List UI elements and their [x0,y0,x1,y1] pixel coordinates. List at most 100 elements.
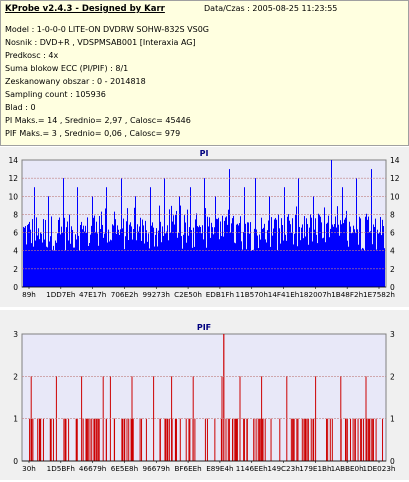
x-tick-label: 1B48F2h [331,290,363,299]
pi-bar [169,209,170,287]
pi-bar [67,221,68,287]
chart-title: PIF [197,323,211,332]
pi-bar [370,231,371,287]
pi-bar [35,240,36,287]
pi-bar [186,242,187,287]
pi-bar [28,223,29,287]
pi-bar [241,241,242,287]
pi-bar [247,222,248,287]
pi-bar [52,249,53,287]
pi-bar [54,250,55,287]
pi-bar [39,239,40,287]
pi-bar [320,216,321,287]
pi-bar [311,217,312,287]
pi-bar [214,227,215,287]
x-tick-label: 96679h [143,464,170,473]
pi-bar [264,223,265,287]
pi-bar [195,219,196,287]
pi-bar [30,229,31,287]
pi-bar [261,217,262,287]
pi-bar [152,222,153,287]
y-tick-label-right: 4 [390,247,395,256]
pi-bar [43,219,44,287]
pi-bar [266,242,267,287]
pi-bar [100,229,101,287]
pi-bar [46,246,47,287]
pi-bar [350,226,351,287]
x-tick-label: BF6EEh [174,464,201,473]
pi-bar [112,224,113,287]
pi-bar [87,217,88,287]
pi-bar [179,196,180,287]
pi-bar [37,235,38,287]
pi-bar [31,243,32,287]
pi-bar [49,241,50,287]
pi-bar [116,233,117,287]
pi-bar [231,223,232,287]
pi-bar [60,234,61,287]
pi-bar [289,220,290,287]
pi-bar [262,228,263,287]
pi-bar [105,208,106,287]
pi-bar [76,239,77,287]
pi-bar [223,236,224,287]
pi-bar [374,226,375,287]
pi-bar [208,226,209,287]
pi-bar [212,227,213,287]
pi-bar [244,187,245,287]
pi-bar [197,226,198,287]
y-tick-label-right: 14 [390,156,400,165]
pi-bar [132,239,133,287]
pi-bar [316,234,317,287]
pi-bar [145,220,146,287]
x-tick-label: 99273h [143,290,170,299]
pi-bar [293,244,294,287]
pi-bar [161,242,162,287]
chart-title: PI [200,149,209,158]
pi-bar [170,232,171,287]
y-tick-label: 2 [13,265,18,274]
pi-bar [172,221,173,287]
pi-bar [156,228,157,287]
pi-bar [258,248,259,287]
pi-bar [375,218,376,287]
pi-bar [291,232,292,287]
x-tick-label: 46679h [79,464,106,473]
pi-bar [296,206,297,287]
pi-bar [330,228,331,287]
pi-bar [329,237,330,287]
pi-bar [124,249,125,287]
x-tick-label: 1DE023h [363,464,396,473]
pi-bar [294,233,295,287]
pi-bar [282,225,283,287]
pi-bar [199,225,200,287]
y-tick-label-right: 10 [390,192,400,201]
x-tick-label: 1146EEh [236,464,268,473]
pi-bar [110,239,111,287]
pi-bar [154,246,155,287]
pi-bar [220,221,221,287]
x-tick-label: 30h [22,464,36,473]
pi-bar [285,234,286,287]
pi-bar [149,248,150,287]
x-tick-label: 47E17h [79,290,106,299]
pi-bar [297,246,298,287]
pi-bar [45,219,46,287]
pi-bar [273,228,274,287]
pi-chart: PI 0 0 2 2 4 4 6 6 8 8 10 10 12 12 14 14 89h 1DD7Eh 47E17h 7… [8,149,400,299]
pi-bar [131,226,132,287]
pi-bar [216,218,217,287]
pi-bar [383,226,384,287]
pi-bar [183,234,184,287]
pi-bar [270,246,271,287]
pi-bar [359,216,360,287]
pi-bar [283,240,284,287]
pi-bar [232,218,233,287]
pi-bar [250,222,251,287]
pi-bar [331,160,332,287]
pi-bar [334,224,335,287]
pi-bar [139,226,140,287]
pi-bar [162,226,163,287]
pi-bar [319,215,320,287]
pi-bar [93,217,94,287]
